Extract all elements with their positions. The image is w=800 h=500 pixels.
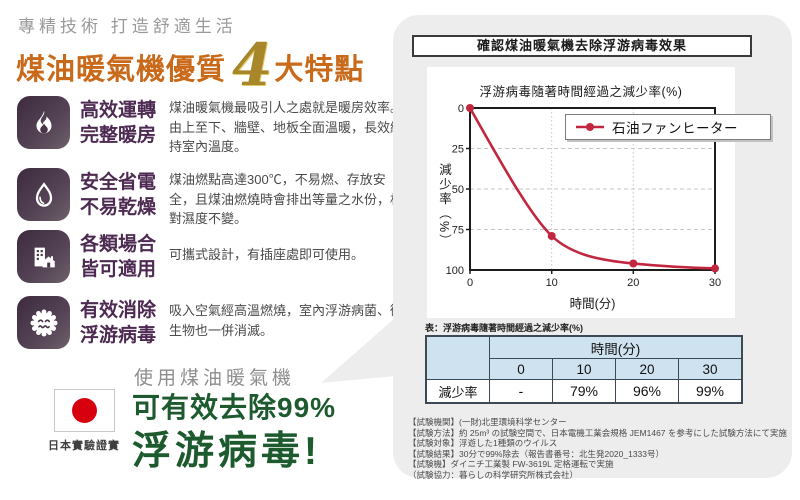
tagline: 專精技術 打造舒適生活	[18, 17, 237, 36]
table-group-header: 時間(分)	[489, 335, 743, 359]
legend-marker-icon	[576, 123, 604, 131]
chart-title: 浮游病毒隨著時間經過之減少率(%)	[479, 85, 683, 99]
feature-safety: 安全省電 不易乾燥 煤油燃點高達300℃，不易燃、存放安全，且煤油燃燒時會排出等…	[17, 168, 410, 229]
virus-reduction-chart: 浮游病毒隨著時間經過之減少率(%) 減少率（%） 時間(分)	[427, 67, 735, 318]
table-row-label: 減少率	[425, 379, 490, 404]
feature-title: 高效運轉 完整暖房	[80, 100, 157, 147]
x-tick: 0	[467, 277, 473, 289]
y-tick: 100	[446, 265, 464, 277]
x-tick: 20	[627, 277, 639, 289]
table-col-header: 30	[678, 358, 743, 380]
bubble-tail	[321, 318, 395, 383]
feature-portable: 各類場合 皆可適用 可攜式設計，有插座處即可使用。	[17, 230, 410, 283]
table-corner-cell	[425, 335, 490, 380]
chart-y-axis-label: 減少率（%）	[437, 163, 451, 249]
claim-virus: 浮游病毒!	[132, 430, 321, 473]
reduction-rate-table: 時間(分) 0 10 20 30 減少率 - 79% 96% 99%	[425, 335, 743, 404]
panel-title: 確認煤油暖氣機去除浮游病毒效果	[412, 35, 752, 57]
feature-title: 各類場合 皆可適用	[80, 234, 157, 281]
feature-description: 吸入空氣經高溫燃燒，室內浮游病菌、微生物也一併消滅。	[169, 303, 404, 338]
page-title-number-4: 4	[232, 31, 273, 99]
footnote-line: 【試験方法】約 25m³ の試験空間で、日本電機工業会規格 JEM1467 を参…	[408, 427, 787, 438]
y-tick: 25	[452, 144, 464, 156]
y-tick: 0	[458, 103, 464, 115]
page-title-suffix: 大特點	[274, 54, 365, 86]
claim-removal-rate: 可有效去除99%	[132, 392, 337, 423]
page-title: 煤油暖氣機優質 4 大特點	[16, 36, 364, 94]
feature-virus-removal: 有效消除 浮游病毒 吸入空氣經高溫燃燒，室內浮游病菌、微生物也一併消滅。	[17, 296, 410, 349]
footnote-line: 【試験機】ダイニチ工業製 FW-3619L 定格運転で実施	[408, 459, 614, 470]
series-markers	[466, 104, 719, 273]
feature-description: 可攜式設計，有插座處即可使用。	[169, 247, 365, 262]
test-footnotes: 【試験機関】(一財)北里環境科学センター 【試験方法】約 25m³ の試験空間で…	[408, 417, 790, 480]
table-value: 96%	[615, 379, 679, 404]
footnote-line: 【試験機関】(一財)北里環境科学センター	[408, 417, 567, 427]
series-line	[468, 107, 716, 270]
footnote-line: 【試験対象】浮遊した1種類のウイルス	[408, 438, 558, 449]
table-value: -	[489, 379, 553, 404]
x-tick: 30	[709, 277, 721, 289]
table-col-header: 0	[489, 358, 553, 380]
japan-flag-circle	[72, 398, 97, 423]
page-title-prefix: 煤油暖氣機優質	[16, 54, 227, 86]
table-value: 79%	[552, 379, 616, 404]
footnote-line: （試験協力：暮らしの科学研究所株式会社）	[408, 469, 579, 480]
x-tick: 10	[546, 277, 558, 289]
table-col-header: 20	[615, 358, 679, 380]
feature-description: 煤油暖氣機最吸引人之處就是暖房效率。由上至下、牆壁、地板全面溫暖，長效維持室內溫…	[169, 100, 404, 154]
table-value: 99%	[678, 379, 743, 404]
y-tick: 75	[452, 225, 464, 237]
buildings-icon	[17, 230, 70, 283]
japan-flag-icon	[54, 389, 115, 432]
flame-icon	[17, 96, 70, 149]
chart-legend: 石油ファンヒーター	[565, 114, 771, 140]
water-drop-icon	[17, 168, 70, 221]
y-tick: 50	[452, 184, 464, 196]
claim-intro: 使用煤油暖氣機	[134, 368, 296, 389]
feature-description: 煤油燃點高達300℃，不易燃、存放安全，且煤油燃燒時會排出等量之水份，相對濕度不…	[169, 172, 404, 226]
japan-proof-label: 日本實驗證實	[48, 440, 120, 452]
legend-label: 石油ファンヒーター	[612, 121, 738, 136]
virus-icon	[17, 296, 70, 349]
chart-plot-area: 0 25 50 75 100 0 10 20 30	[446, 103, 721, 289]
feature-title: 安全省電 不易乾燥	[80, 172, 157, 219]
feature-heating: 高效運轉 完整暖房 煤油暖氣機最吸引人之處就是暖房效率。由上至下、牆壁、地板全面…	[17, 96, 410, 157]
footnote-line: 【試験結果】30分で99%除去（報告書番号：北生発2020_1333号）	[408, 448, 665, 459]
chart-x-axis-label: 時間(分)	[569, 297, 616, 311]
table-caption: 表：浮游病毒隨著時間經過之減少率(%)	[425, 323, 583, 333]
table-col-header: 10	[552, 358, 616, 380]
feature-title: 有效消除 浮游病毒	[80, 300, 157, 347]
